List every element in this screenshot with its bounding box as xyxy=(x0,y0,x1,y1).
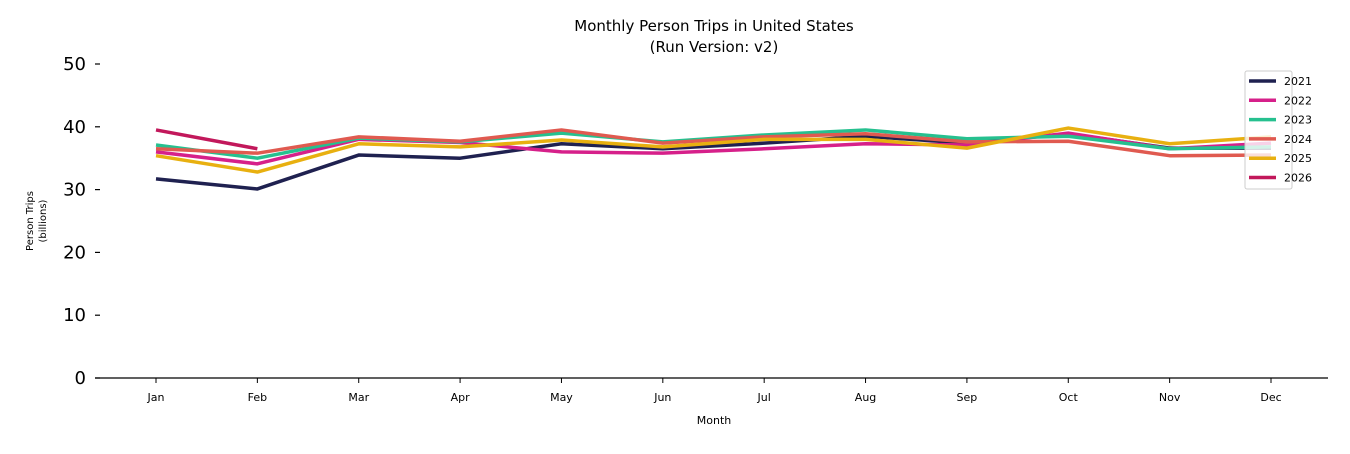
x-tick-label: May xyxy=(550,391,573,404)
legend-label: 2024 xyxy=(1284,133,1312,146)
y-tick-label: 10 xyxy=(63,305,86,326)
x-tick-label: Aug xyxy=(855,391,876,404)
x-tick-label: Sep xyxy=(957,391,978,404)
y-tick-label: 30 xyxy=(63,180,86,201)
legend-label: 2022 xyxy=(1284,94,1312,107)
legend-label: 2026 xyxy=(1284,172,1312,185)
chart-subtitle: (Run Version: v2) xyxy=(650,38,779,56)
x-tick-label: Dec xyxy=(1260,391,1281,404)
y-tick-label: 20 xyxy=(63,242,86,263)
series-line-2025 xyxy=(155,126,1272,174)
x-tick-label: Nov xyxy=(1159,391,1181,404)
y-axis-label: Person Trips xyxy=(25,191,36,251)
y-tick-label: 50 xyxy=(63,54,86,75)
x-tick-label: Jun xyxy=(653,391,671,404)
series-line-2026 xyxy=(155,128,258,151)
y-tick-label: 0 xyxy=(75,368,86,389)
series-line-2022 xyxy=(155,131,1272,166)
chart-title: Monthly Person Trips in United States xyxy=(574,17,854,35)
x-tick-label: Jan xyxy=(147,391,165,404)
x-tick-label: Oct xyxy=(1059,391,1079,404)
legend: 2021 2022 2023 2024 2025 2026 xyxy=(1244,70,1312,190)
series-line-2024 xyxy=(155,128,1272,158)
x-axis-label: Month xyxy=(697,414,732,427)
x-tick-label: Apr xyxy=(451,391,471,404)
legend-label: 2023 xyxy=(1284,114,1312,127)
legend-label: 2021 xyxy=(1284,75,1312,88)
x-tick-label: Jul xyxy=(757,391,771,404)
x-tick-label: Mar xyxy=(348,391,369,404)
y-axis-label-unit: (billions) xyxy=(38,199,49,242)
legend-label: 2025 xyxy=(1284,152,1312,165)
x-tick-label: Feb xyxy=(248,391,267,404)
y-tick-label: 40 xyxy=(63,117,86,138)
